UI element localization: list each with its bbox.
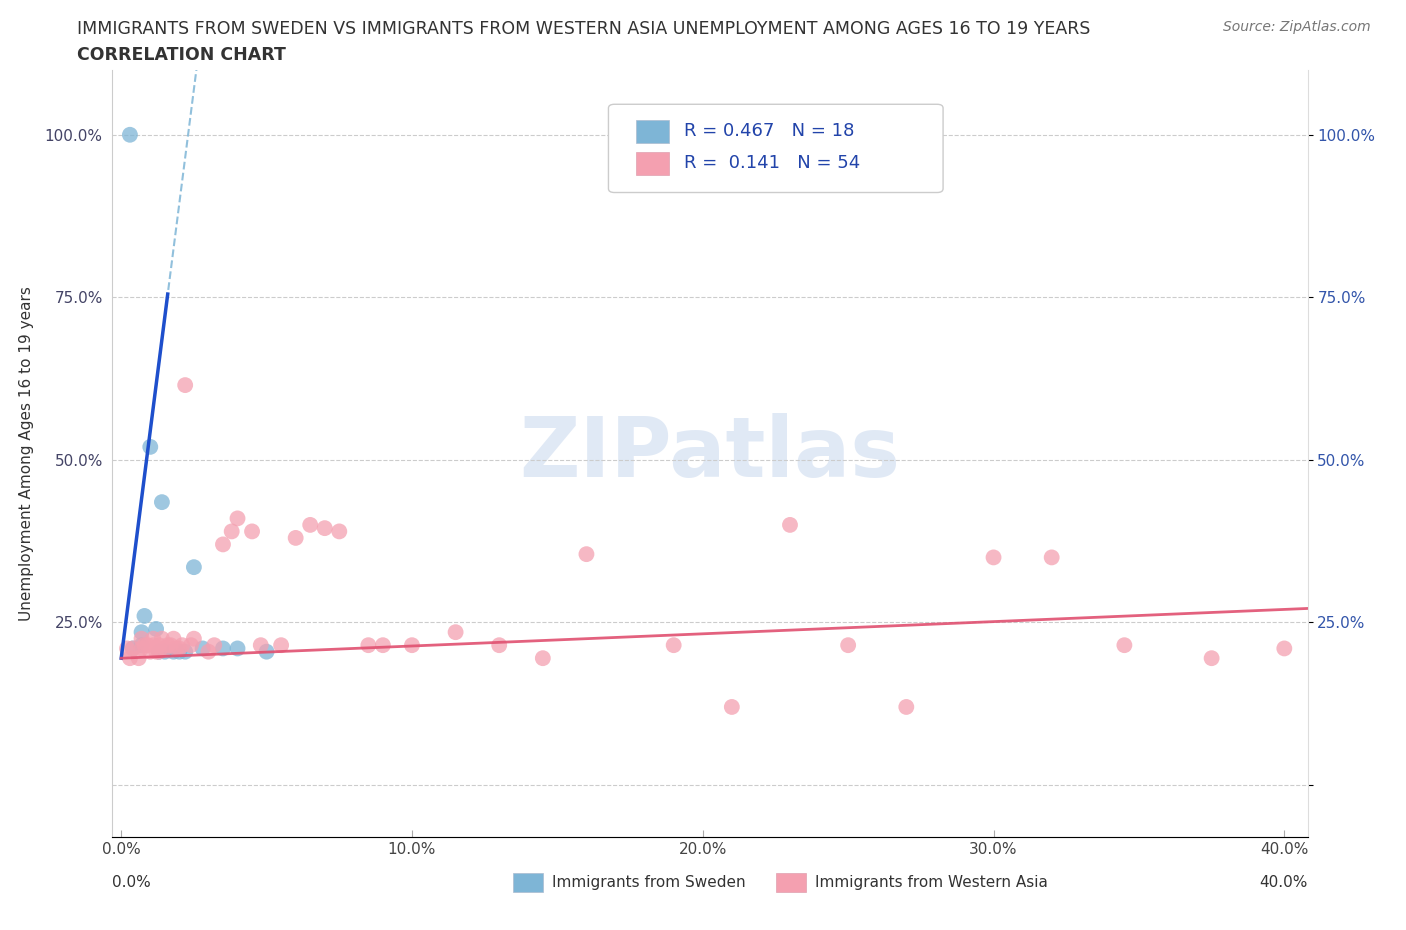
Point (183, 631, 205, 646)
Text: R =  0.141   N = 54: R = 0.141 N = 54 (683, 154, 860, 172)
Point (180, 638, 202, 653)
Point (148, 644, 170, 659)
Text: CORRELATION CHART: CORRELATION CHART (77, 46, 287, 64)
Point (401, 638, 423, 653)
FancyBboxPatch shape (636, 152, 669, 175)
FancyBboxPatch shape (776, 873, 806, 892)
Point (134, 638, 156, 653)
Point (191, 641, 214, 656)
Text: ZIPatlas: ZIPatlas (520, 413, 900, 494)
Point (145, 621, 167, 636)
Point (371, 638, 394, 653)
Point (121, 641, 143, 656)
Point (174, 644, 197, 659)
Point (226, 511, 249, 525)
Point (139, 440, 162, 455)
Point (1114, 638, 1136, 653)
Point (837, 638, 859, 653)
Text: R = 0.467   N = 18: R = 0.467 N = 18 (683, 122, 853, 140)
Point (121, 641, 143, 656)
Point (488, 638, 510, 653)
Text: Source: ZipAtlas.com: Source: ZipAtlas.com (1223, 20, 1371, 34)
Point (314, 521, 336, 536)
Point (131, 641, 153, 656)
Point (134, 608, 156, 623)
Point (1201, 651, 1223, 666)
Text: 40.0%: 40.0% (1260, 875, 1308, 890)
Point (148, 638, 170, 653)
Point (156, 638, 179, 653)
Point (197, 644, 219, 659)
Point (174, 378, 197, 392)
Point (183, 560, 205, 575)
Point (721, 699, 744, 714)
Point (328, 524, 350, 538)
Point (142, 638, 165, 653)
Point (131, 625, 153, 640)
Point (444, 625, 467, 640)
Point (357, 638, 380, 653)
FancyBboxPatch shape (513, 873, 543, 892)
Point (159, 638, 181, 653)
Point (118, 651, 141, 666)
Point (153, 644, 176, 659)
Text: Immigrants from Sweden: Immigrants from Sweden (553, 875, 747, 890)
Point (115, 641, 138, 656)
Point (150, 631, 173, 646)
Point (299, 517, 322, 532)
Point (172, 638, 194, 653)
Point (212, 641, 235, 656)
Point (118, 127, 141, 142)
Point (162, 631, 184, 646)
Point (221, 524, 243, 538)
Point (165, 641, 187, 656)
Point (131, 638, 153, 653)
Point (240, 524, 263, 538)
Point (983, 550, 1005, 565)
FancyBboxPatch shape (636, 120, 669, 142)
Point (128, 651, 150, 666)
Point (1040, 550, 1063, 565)
Y-axis label: Unemployment Among Ages 16 to 19 years: Unemployment Among Ages 16 to 19 years (18, 286, 34, 621)
Point (150, 495, 173, 510)
Point (153, 641, 176, 656)
Point (284, 530, 307, 545)
Point (145, 644, 167, 659)
Text: IMMIGRANTS FROM SWEDEN VS IMMIGRANTS FROM WESTERN ASIA UNEMPLOYMENT AMONG AGES 1: IMMIGRANTS FROM SWEDEN VS IMMIGRANTS FRO… (77, 20, 1091, 38)
Point (249, 638, 271, 653)
Point (162, 644, 184, 659)
Point (256, 644, 278, 659)
Point (226, 641, 249, 656)
Point (779, 517, 801, 532)
Point (270, 638, 292, 653)
Point (662, 638, 685, 653)
Point (136, 638, 159, 653)
Point (139, 644, 162, 659)
Point (212, 537, 235, 551)
Point (142, 631, 165, 646)
Point (202, 638, 225, 653)
Point (896, 699, 918, 714)
Point (1272, 641, 1295, 656)
Text: Immigrants from Western Asia: Immigrants from Western Asia (815, 875, 1047, 890)
Text: 0.0%: 0.0% (112, 875, 152, 890)
Point (575, 547, 598, 562)
FancyBboxPatch shape (609, 104, 943, 193)
Point (531, 651, 554, 666)
Point (169, 644, 191, 659)
Point (169, 641, 191, 656)
Point (148, 644, 170, 659)
Point (131, 631, 153, 646)
